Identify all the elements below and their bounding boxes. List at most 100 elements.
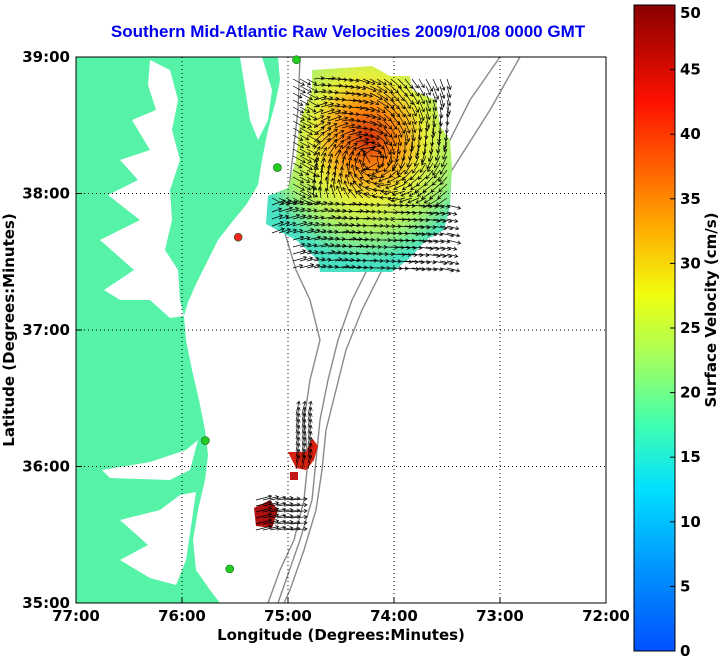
velocity-arrow xyxy=(426,155,434,170)
velocity-arrow xyxy=(290,508,308,514)
velocity-arrow xyxy=(411,225,425,230)
velocity-arrow xyxy=(341,141,351,150)
velocity-arrow xyxy=(292,235,305,241)
velocity-arrow xyxy=(306,228,321,234)
velocity-arrow xyxy=(361,163,371,171)
velocity-arrow xyxy=(418,113,423,125)
velocity-arrow xyxy=(262,495,280,501)
velocity-arrow xyxy=(299,221,314,227)
velocity-arrow xyxy=(397,106,406,118)
velocity-arrow xyxy=(348,243,364,249)
velocity-arrow xyxy=(366,173,378,178)
velocity-arrow xyxy=(330,177,336,192)
velocity-arrow xyxy=(299,134,310,141)
velocity-arrow xyxy=(292,162,303,169)
velocity-arrow xyxy=(306,155,319,163)
velocity-arrow xyxy=(292,85,306,94)
stations xyxy=(201,55,301,574)
velocity-arrow xyxy=(369,176,385,181)
velocity-arrow xyxy=(416,134,422,149)
velocity-arrow xyxy=(271,207,283,213)
velocity-arrow xyxy=(407,197,420,204)
velocity-arrow xyxy=(369,127,384,135)
velocity-arrow xyxy=(355,237,369,242)
velocity-arrow xyxy=(292,242,306,248)
velocity-arrow xyxy=(299,176,311,183)
velocity-arrow xyxy=(439,99,444,111)
x-tick-label: 72:00 xyxy=(582,607,630,625)
station-marker xyxy=(233,232,243,242)
velocity-arrow xyxy=(299,263,315,269)
velocity-arrow xyxy=(301,442,307,458)
velocity-arrow xyxy=(307,430,313,446)
station-marker xyxy=(292,55,301,65)
velocity-arrow xyxy=(348,130,363,136)
velocity-arrow xyxy=(425,106,431,121)
velocity-arrow xyxy=(376,183,392,188)
velocity-arrow xyxy=(307,448,313,464)
velocity-arrow xyxy=(292,229,304,234)
velocity-arrow xyxy=(295,430,301,446)
velocity-arrow xyxy=(306,263,321,269)
velocity-arrow xyxy=(348,223,361,228)
y-axis-label: Latitude (Degrees:Minutes) xyxy=(0,213,18,446)
velocity-arrow xyxy=(299,214,313,220)
velocity-arrow xyxy=(306,250,319,255)
velocity-arrow xyxy=(376,134,389,145)
velocity-arrow xyxy=(299,148,312,156)
velocity-arrow xyxy=(362,78,376,85)
velocity-arrow xyxy=(353,157,358,171)
velocity-arrow xyxy=(404,238,416,243)
velocity-arrow xyxy=(295,406,301,422)
velocity-arrow xyxy=(433,155,441,169)
velocity-arrow xyxy=(292,214,307,220)
velocity-arrow xyxy=(306,221,320,227)
velocity-arrow xyxy=(345,162,350,178)
velocity-arrow xyxy=(355,265,368,270)
velocity-arrow xyxy=(390,127,397,139)
velocity-arrow xyxy=(390,141,396,156)
x-axis-label: Longitude (Degrees:Minutes) xyxy=(217,626,465,644)
velocity-arrow xyxy=(425,92,432,104)
velocity-arrow xyxy=(425,78,434,92)
velocity-arrow xyxy=(404,210,417,215)
velocity-arrow xyxy=(306,215,319,220)
velocity-arrow xyxy=(446,260,460,266)
velocity-arrow xyxy=(306,243,318,248)
velocity-arrow xyxy=(292,134,304,141)
velocity-arrow xyxy=(295,436,301,452)
velocity-arrow xyxy=(432,85,440,100)
velocity-arrow xyxy=(390,78,402,89)
velocity-arrow xyxy=(301,418,307,434)
velocity-arrow xyxy=(262,519,280,525)
velocity-arrow xyxy=(313,101,328,108)
velocity-arrow xyxy=(411,245,423,251)
velocity-arrow xyxy=(329,183,336,199)
velocity-arrow xyxy=(285,213,301,220)
velocity-arrow xyxy=(432,162,441,176)
velocity-arrow xyxy=(292,155,306,164)
velocity-arrow xyxy=(397,134,403,147)
velocity-arrow xyxy=(299,106,311,113)
velocity-arrow xyxy=(301,424,307,440)
velocity-arrow xyxy=(421,155,427,166)
velocity-arrow xyxy=(411,113,417,125)
velocity-arrow xyxy=(383,78,393,86)
velocity-arrow xyxy=(299,78,312,86)
velocity-patch-small xyxy=(290,472,298,480)
velocity-arrow xyxy=(383,85,394,94)
velocity-arrow xyxy=(378,176,392,183)
velocity-arrow xyxy=(317,186,322,199)
velocity-arrow xyxy=(299,120,312,128)
velocity-arrow xyxy=(344,173,350,185)
velocity-arrow xyxy=(348,118,361,123)
velocity-arrow xyxy=(324,176,329,192)
velocity-arrow xyxy=(369,92,384,100)
velocity-arrow xyxy=(295,418,301,434)
velocity-arrow xyxy=(320,108,335,115)
velocity-arrow xyxy=(336,185,343,199)
velocity-arrow xyxy=(307,418,313,434)
velocity-arrow xyxy=(419,162,427,173)
velocity-arrow xyxy=(427,148,434,162)
velocity-arrow xyxy=(307,406,313,422)
